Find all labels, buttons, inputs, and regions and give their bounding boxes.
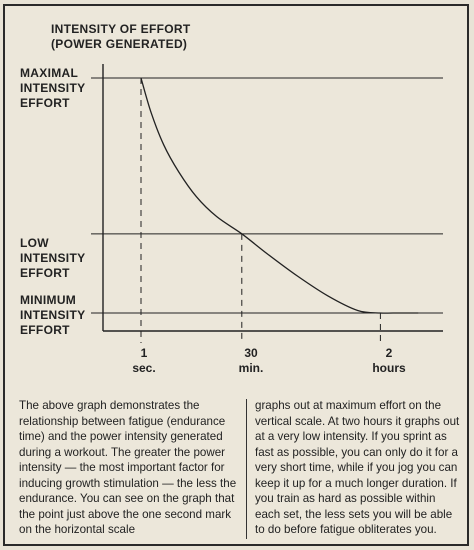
x-tick-label-1sec-number: 1 xyxy=(140,346,148,360)
description-right-column: graphs out at maximum effort on the vert… xyxy=(255,399,460,536)
x-tick-label-2hours-unit: hours xyxy=(372,361,406,375)
x-tick-label-1sec-unit: sec. xyxy=(132,361,156,375)
intensity-curve xyxy=(140,77,419,314)
column-divider xyxy=(246,399,247,539)
figure-frame: INTENSITY OF EFFORT (POWER GENERATED) MA… xyxy=(3,4,469,546)
chart: INTENSITY OF EFFORT (POWER GENERATED) MA… xyxy=(5,6,471,391)
x-tick-label-2hours-number: 2 xyxy=(385,346,393,360)
chart-svg xyxy=(91,64,443,343)
y-level-label-low: LOW INTENSITY EFFORT xyxy=(20,236,86,280)
chart-title: INTENSITY OF EFFORT (POWER GENERATED) xyxy=(51,22,191,51)
x-tick-label-30min-unit: min. xyxy=(238,361,264,375)
y-level-label-maximal: MAXIMAL INTENSITY EFFORT xyxy=(20,66,86,110)
description-left-column: The above graph demonstrates the relatio… xyxy=(19,399,237,536)
x-tick-label-30min-number: 30 xyxy=(244,346,258,360)
y-level-label-minimum: MINIMUM INTENSITY EFFORT xyxy=(20,293,86,337)
